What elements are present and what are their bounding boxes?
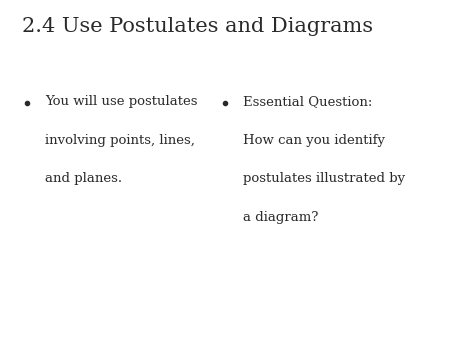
Text: 2.4 Use Postulates and Diagrams: 2.4 Use Postulates and Diagrams xyxy=(22,17,373,36)
Text: and planes.: and planes. xyxy=(45,172,122,185)
Text: involving points, lines,: involving points, lines, xyxy=(45,134,195,146)
Text: Essential Question:: Essential Question: xyxy=(243,95,373,107)
Text: postulates illustrated by: postulates illustrated by xyxy=(243,172,405,185)
Text: How can you identify: How can you identify xyxy=(243,134,385,146)
Text: a diagram?: a diagram? xyxy=(243,211,319,224)
Text: You will use postulates: You will use postulates xyxy=(45,95,198,107)
